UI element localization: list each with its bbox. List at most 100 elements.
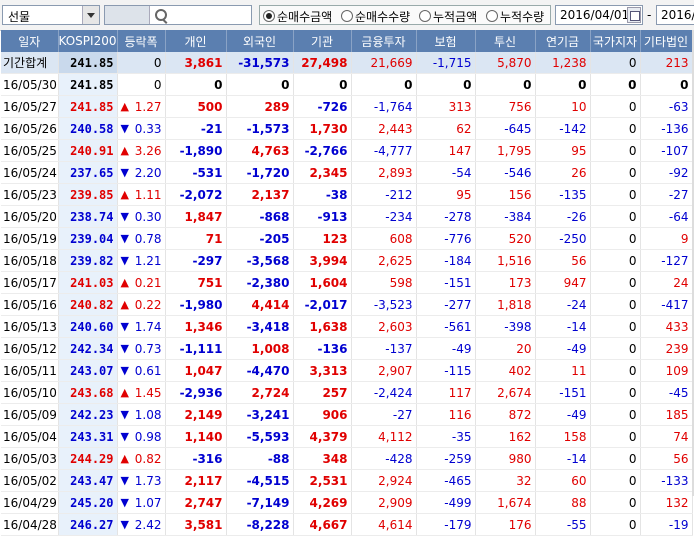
table-row[interactable]: 16/05/17 241.03 ▲ 0.21 751 -2,380 1,604 598 -151…: [1, 271, 693, 294]
change-value: 1.27: [134, 99, 162, 114]
cell-kospi200: 239.82: [58, 249, 118, 272]
cell-fin: -4,777: [351, 139, 417, 162]
code-search-prefix[interactable]: [105, 6, 150, 24]
cell-kospi200: 241.85: [58, 73, 118, 96]
column-header[interactable]: 개인: [165, 30, 227, 52]
search-icon[interactable]: [155, 9, 167, 21]
cell-gov: 0: [590, 315, 641, 338]
table-row[interactable]: 16/05/09 242.23 ▼ 1.08 2,149 -3,241 906 -27 116 8…: [1, 403, 693, 426]
cell-inst: 4,379: [293, 425, 352, 448]
column-header[interactable]: 투신: [475, 30, 536, 52]
column-header[interactable]: 외국인: [226, 30, 294, 52]
cell-pen: -14: [535, 315, 591, 338]
table-row[interactable]: 16/05/26 240.58 ▼ 0.33 -21 -1,573 1,730 2,443 62…: [1, 117, 693, 140]
change-value: 1.08: [134, 407, 162, 422]
cell-inv: 1,795: [475, 139, 536, 162]
change-value: 0: [153, 77, 162, 92]
chevron-down-icon[interactable]: [82, 6, 99, 24]
date-to-field[interactable]: 2016/0: [656, 5, 694, 25]
change-value: 0.30: [134, 209, 162, 224]
change-value: 1.74: [134, 319, 162, 334]
column-header[interactable]: 보험: [416, 30, 476, 52]
table-row[interactable]: 16/05/23 239.85 ▲ 1.11 -2,072 2,137 -38 -212 95 1…: [1, 183, 693, 206]
table-row[interactable]: 16/05/18 239.82 ▼ 1.21 -297 -3,568 3,994 2,625-…: [1, 249, 693, 272]
cell-ind: 1,140: [165, 425, 227, 448]
code-search-field[interactable]: [104, 5, 252, 25]
table-row[interactable]: 16/05/13 240.60 ▼ 1.74 1,346 -3,418 1,638 2,603…: [1, 315, 693, 338]
cell-date: 16/05/12: [1, 337, 59, 360]
cell-pen: 947: [535, 271, 591, 294]
table-row[interactable]: 16/05/03 244.29 ▲ 0.82 -316 -88 348 -428 -259 980…: [1, 447, 693, 470]
cell-kospi200: 239.04: [58, 227, 118, 250]
cell-ins: -151: [416, 271, 476, 294]
radio-cumulative-amount[interactable]: 누적금액: [419, 8, 477, 25]
change-value: 0.82: [134, 451, 162, 466]
cell-inst: -2,766: [293, 139, 352, 162]
cell-ind: 1,047: [165, 359, 227, 382]
cell-date: 16/05/20: [1, 205, 59, 228]
radio-net-quantity[interactable]: 순매수수량: [341, 8, 410, 25]
cell-etc: 239: [640, 337, 693, 360]
table-row[interactable]: 16/05/11 243.07 ▼ 0.61 1,047 -4,470 3,313 2,907…: [1, 359, 693, 382]
table-row[interactable]: 16/05/27 241.85 ▲ 1.27 500 289 -726 -1,764 313 75…: [1, 95, 693, 118]
cell-inv: 20: [475, 337, 536, 360]
table-row[interactable]: 16/04/28 246.27 ▼ 2.42 3,581 -8,228 4,667 4,614…: [1, 513, 693, 536]
column-header[interactable]: 금융투자: [351, 30, 417, 52]
radio-cumulative-quantity[interactable]: 누적수량: [486, 8, 544, 25]
column-header[interactable]: 등락폭: [117, 30, 166, 52]
table-row[interactable]: 16/05/25 240.91 ▲ 3.26 -1,890 4,763 -2,766 -4,7…: [1, 139, 693, 162]
cell-kospi200: 241.85: [58, 52, 118, 74]
column-header[interactable]: KOSPI200: [58, 30, 118, 52]
cell-fin: -137: [351, 337, 417, 360]
table-row[interactable]: 16/05/12 242.34 ▼ 0.73 -1,111 1,008 -136 -137 -4…: [1, 337, 693, 360]
column-header[interactable]: 연기금: [535, 30, 591, 52]
cell-kospi200: 243.68: [58, 381, 118, 404]
calendar-icon[interactable]: [627, 7, 641, 23]
cell-pen: 88: [535, 491, 591, 514]
cell-fin: 21,669: [351, 52, 417, 74]
column-header[interactable]: 기관: [293, 30, 352, 52]
column-header[interactable]: 국가지자: [590, 30, 641, 52]
column-header[interactable]: 기타법인: [640, 30, 693, 52]
table-row[interactable]: 16/05/10 243.68 ▲ 1.45 -2,936 2,724 257 -2,424 1…: [1, 381, 693, 404]
change-value: 0.78: [134, 231, 162, 246]
market-select[interactable]: 선물: [2, 5, 100, 25]
cell-inv: 2,674: [475, 381, 536, 404]
cell-inst: 1,730: [293, 117, 352, 140]
summary-row[interactable]: 기간합계 241.85 0 3,861 -31,573 27,498 21,669 -1,71…: [1, 52, 693, 74]
cell-inv: 162: [475, 425, 536, 448]
table-row[interactable]: 16/04/29 245.20 ▼ 1.07 2,747 -7,149 4,269 2,909…: [1, 491, 693, 514]
cell-ind: 3,861: [165, 52, 227, 74]
radio-dot[interactable]: [486, 10, 498, 22]
cell-etc: 213: [640, 52, 693, 74]
cell-ins: -277: [416, 293, 476, 316]
cell-ins: 116: [416, 403, 476, 426]
radio-dot-selected[interactable]: [263, 10, 275, 22]
cell-kospi200: 244.29: [58, 447, 118, 470]
column-header[interactable]: 일자: [1, 30, 59, 52]
table-row[interactable]: 16/05/30 241.85 0 0 0 0 0 0 0 0 0 0: [1, 73, 693, 96]
date-from-field[interactable]: 2016/04/01: [555, 5, 643, 25]
cell-fin: 2,443: [351, 117, 417, 140]
table-row[interactable]: 16/05/24 237.65 ▼ 2.20 -531 -1,720 2,345 2,893-…: [1, 161, 693, 184]
table-row[interactable]: 16/05/20 238.74 ▼ 0.30 1,847 -868 -913 -234 -278…: [1, 205, 693, 228]
table-row[interactable]: 16/05/16 240.82 ▲ 0.22 -1,980 4,414 -2,017 -3,5…: [1, 293, 693, 316]
cell-etc: -417: [640, 293, 693, 316]
table-row[interactable]: 16/05/02 243.47 ▼ 1.73 2,117 -4,515 2,531 2,924…: [1, 469, 693, 492]
triangle-down-icon: ▼: [120, 166, 129, 179]
cell-date: 16/05/30: [1, 73, 59, 96]
cell-kospi200: 240.60: [58, 315, 118, 338]
vertical-scrollbar[interactable]: [692, 30, 694, 496]
cell-inst: 2,531: [293, 469, 352, 492]
table-row[interactable]: 16/05/19 239.04 ▼ 0.78 71 -205 123 608 -776 520 -2…: [1, 227, 693, 250]
radio-dot[interactable]: [341, 10, 353, 22]
radio-net-amount[interactable]: 순매수금액: [263, 8, 332, 25]
cell-change: ▼ 0.61: [117, 359, 166, 382]
cell-pen: -250: [535, 227, 591, 250]
cell-gov: 0: [590, 271, 641, 294]
radio-dot[interactable]: [419, 10, 431, 22]
cell-change: 0: [117, 52, 166, 74]
table-row[interactable]: 16/05/04 243.31 ▼ 0.98 1,140 -5,593 4,379 4,112…: [1, 425, 693, 448]
cell-ins: 313: [416, 95, 476, 118]
cell-gov: 0: [590, 183, 641, 206]
